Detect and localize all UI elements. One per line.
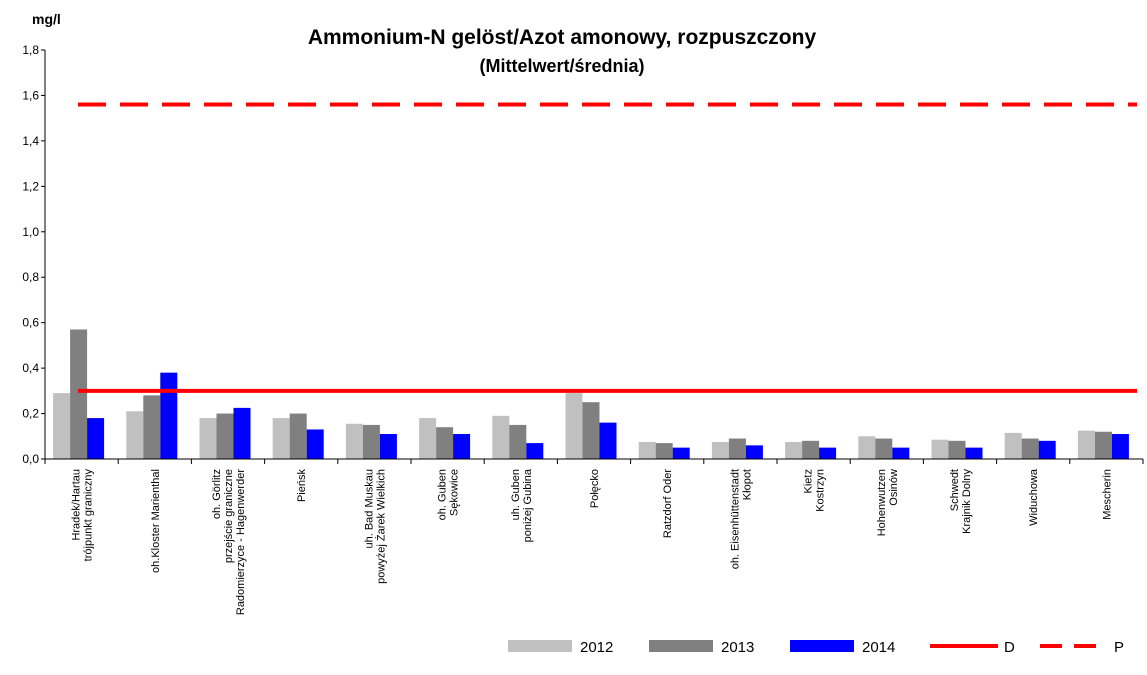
chart-subtitle: (Mittelwert/średnia) bbox=[479, 56, 644, 76]
y-tick-label: 1,0 bbox=[22, 225, 39, 239]
bar bbox=[143, 395, 161, 459]
x-tick-label: Widuchowa bbox=[1028, 468, 1040, 526]
x-tick-label: Połęcko bbox=[589, 469, 601, 508]
bar bbox=[892, 447, 910, 459]
bar bbox=[379, 434, 397, 459]
bar bbox=[233, 407, 251, 459]
bar bbox=[419, 418, 437, 459]
bar bbox=[492, 415, 510, 459]
bar bbox=[711, 441, 729, 459]
y-tick-label: 1,4 bbox=[22, 134, 39, 148]
legend-label: 2013 bbox=[721, 639, 754, 656]
bar bbox=[216, 413, 234, 459]
bar bbox=[745, 445, 763, 459]
bar bbox=[728, 438, 746, 459]
bar bbox=[345, 423, 363, 459]
bar bbox=[526, 443, 544, 459]
bar bbox=[931, 439, 949, 459]
bar bbox=[436, 427, 454, 459]
bar bbox=[362, 424, 380, 459]
bar bbox=[1094, 431, 1112, 459]
bar bbox=[199, 418, 217, 459]
bar bbox=[965, 447, 983, 459]
legend-swatch bbox=[508, 640, 572, 652]
bar bbox=[289, 413, 307, 459]
x-tick-label: uh. Bad Muskaupowyżej Żarek Wielkich bbox=[363, 469, 387, 584]
bar bbox=[87, 418, 105, 459]
bar bbox=[819, 447, 837, 459]
bar bbox=[1004, 432, 1022, 459]
legend-label: D bbox=[1004, 639, 1015, 656]
y-axis-label: mg/l bbox=[32, 11, 61, 27]
x-tick-label: Ratzdorf Oder bbox=[662, 469, 674, 538]
bar bbox=[948, 440, 966, 459]
x-tick-label: SchwedtKrajnik Dolny bbox=[949, 469, 973, 534]
bar bbox=[160, 372, 178, 459]
bar bbox=[1021, 438, 1039, 459]
bar bbox=[802, 440, 820, 459]
x-tick-label: oh. Görlitzprzejście graniczneRadomierzy… bbox=[211, 469, 247, 615]
bar bbox=[858, 436, 876, 459]
y-tick-label: 1,8 bbox=[22, 43, 39, 57]
bar bbox=[453, 434, 471, 459]
legend-label: 2012 bbox=[580, 639, 613, 656]
bar bbox=[1038, 440, 1056, 459]
y-tick-label: 0,2 bbox=[22, 407, 39, 421]
y-tick-label: 0,6 bbox=[22, 316, 39, 330]
bar bbox=[672, 447, 690, 459]
bar bbox=[126, 411, 144, 459]
x-tick-label: Pieńsk bbox=[296, 469, 308, 503]
bar bbox=[599, 422, 617, 459]
x-tick-label: KietzKostrzyn bbox=[803, 469, 827, 512]
x-tick-label: Hradek/Hartautrójpunkt graniczny bbox=[71, 469, 95, 562]
y-tick-label: 0,0 bbox=[22, 452, 39, 466]
y-tick-label: 1,6 bbox=[22, 88, 39, 102]
x-tick-label: oh.Kloster Marienthal bbox=[150, 469, 162, 573]
x-tick-label: oh. GubenSękowice bbox=[437, 469, 461, 520]
bar bbox=[655, 443, 673, 459]
bar bbox=[785, 441, 803, 459]
bar bbox=[272, 418, 290, 459]
bar bbox=[875, 438, 893, 459]
y-tick-label: 0,8 bbox=[22, 270, 39, 284]
x-tick-label: Mescherin bbox=[1101, 469, 1113, 520]
bar bbox=[1111, 434, 1129, 459]
y-tick-label: 1,2 bbox=[22, 179, 39, 193]
bar bbox=[582, 402, 600, 459]
bar bbox=[70, 329, 88, 459]
legend-label: P bbox=[1114, 639, 1124, 656]
x-tick-label: oh. EisenhüttenstadtKłopot bbox=[729, 469, 753, 569]
legend-swatch bbox=[790, 640, 854, 652]
legend-label: 2014 bbox=[862, 639, 895, 656]
x-tick-label: HohenwutzenOsinów bbox=[876, 469, 900, 536]
x-tick-label: uh. Gubenponiżej Gubina bbox=[510, 468, 534, 542]
bar bbox=[509, 424, 527, 459]
legend-swatch bbox=[649, 640, 713, 652]
bar bbox=[306, 429, 324, 459]
bar bbox=[1077, 430, 1095, 459]
bar bbox=[565, 393, 583, 459]
bar bbox=[638, 441, 656, 459]
y-tick-label: 0,4 bbox=[22, 361, 39, 375]
chart-title: Ammonium-N gelöst/Azot amonowy, rozpuszc… bbox=[308, 26, 817, 49]
bar bbox=[53, 393, 71, 459]
